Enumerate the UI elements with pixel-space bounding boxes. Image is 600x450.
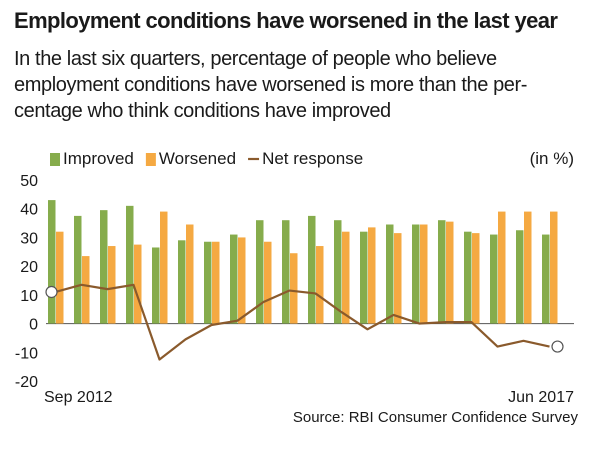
bar-improved [412,224,420,324]
net-response-line [55,283,550,361]
bar-worsened [342,231,350,324]
bar-improved [204,241,212,324]
bar-worsened [160,211,168,324]
y-tick-label: 0 [29,317,38,334]
bar-worsened [472,233,480,324]
bar-worsened [550,211,558,324]
bar-worsened [316,246,324,324]
x-end-label: Jun 2017 [508,389,574,406]
y-tick-label: 40 [20,202,38,219]
bar-worsened [498,211,506,324]
y-tick-label: -10 [15,345,38,362]
legend-swatch-worsened [145,153,156,166]
bar-improved [464,231,472,324]
bar-improved [490,234,498,324]
bar-improved [178,240,186,324]
legend-swatch-improved [50,153,60,166]
unit-label: (in %) [530,149,574,168]
bar-worsened [238,237,246,324]
bar-improved [308,215,316,324]
bar-worsened [134,244,142,324]
legend-label-worsened: Worsened [159,149,236,168]
y-tick-label: 20 [20,259,38,276]
bar-worsened [394,233,402,324]
bar-worsened [82,256,90,324]
bar-worsened [368,227,376,324]
bar-worsened [264,241,272,324]
legend-label-improved: Improved [63,149,134,168]
y-tick-label: 10 [20,288,38,305]
bar-worsened [446,221,454,324]
x-start-label: Sep 2012 [44,389,113,406]
bar-worsened [524,211,532,324]
y-tick-label: -20 [15,374,38,391]
y-tick-label: 30 [20,230,38,247]
net-response-point [45,285,58,299]
bar-improved [230,234,238,324]
net-response-point [551,340,564,353]
bar-improved [256,220,264,324]
bar-worsened [56,231,64,324]
bar-improved [386,224,394,324]
source-note: Source: RBI Consumer Confidence Survey [292,409,578,426]
bar-improved [282,220,290,324]
chart-title: Employment conditions have worsened in t… [14,8,558,33]
bar-worsened [212,241,220,324]
bar-worsened [186,224,194,324]
legend-label-net-response: Net response [262,149,363,168]
bar-improved [360,231,368,324]
bar-improved [100,210,108,324]
bar-improved [152,247,160,324]
y-tick-label: 50 [20,173,38,190]
bar-worsened [108,246,116,324]
bar-worsened [420,224,428,324]
bar-improved [516,230,524,324]
bar-improved [438,220,446,324]
bar-improved [48,200,56,324]
chart-subtitle: In the last six quarters, percentage of … [14,48,528,122]
bar-improved [126,205,134,324]
bar-improved [542,234,550,324]
bar-improved [74,215,82,324]
bar-worsened [290,253,298,324]
bar-improved [334,220,342,324]
